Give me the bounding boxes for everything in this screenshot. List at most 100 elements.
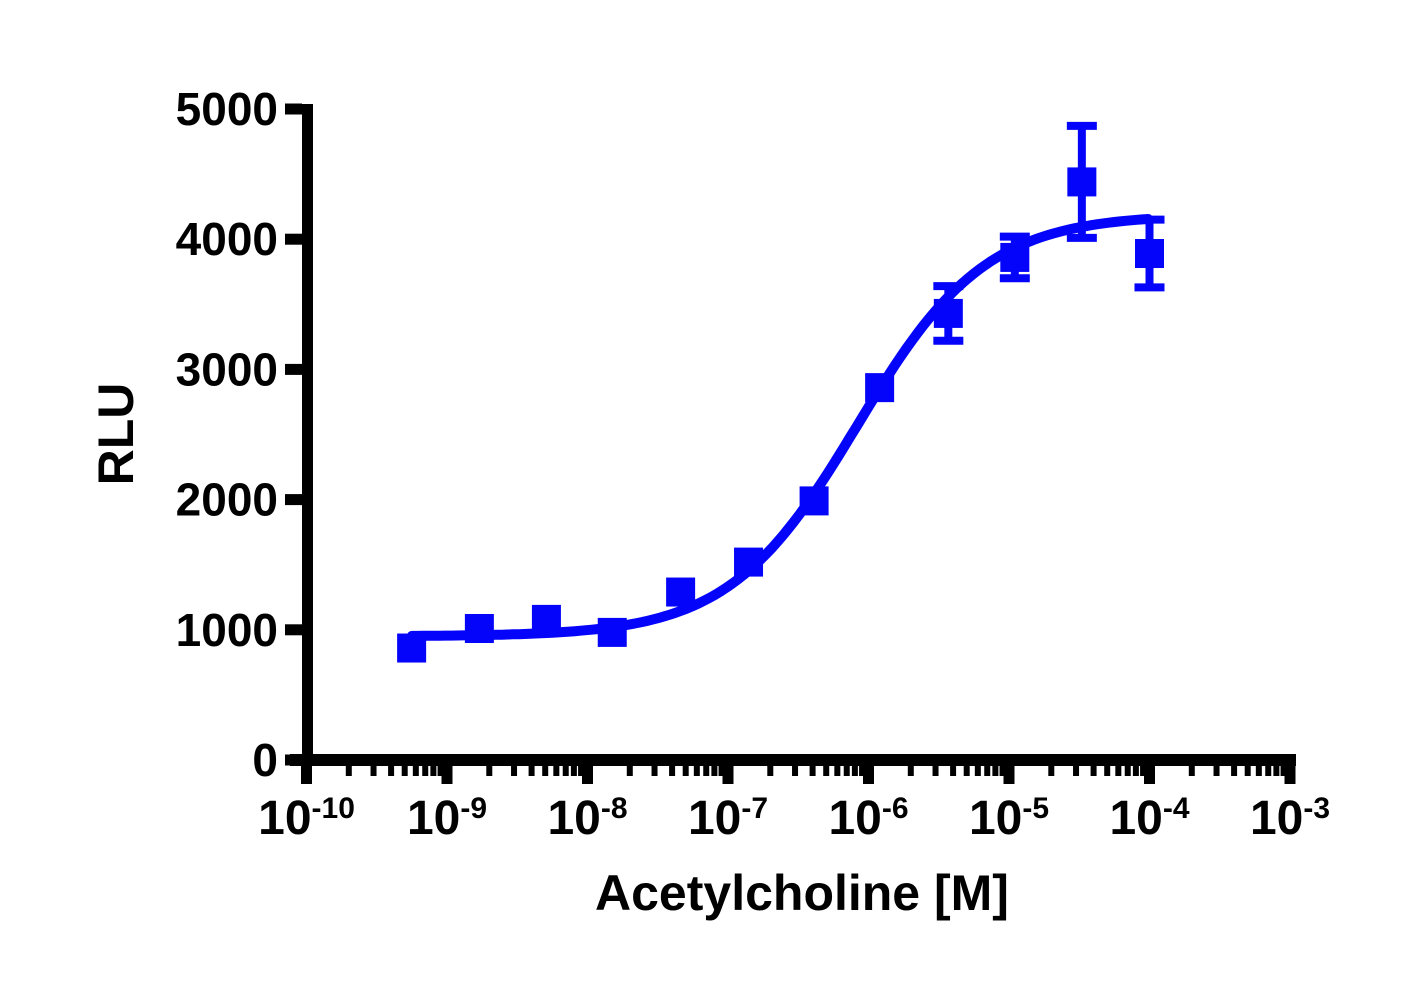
data-point-marker	[597, 617, 627, 647]
x-minor-tick	[651, 766, 658, 776]
data-point-marker	[397, 633, 427, 663]
x-minor-tick	[992, 766, 999, 776]
x-major-tick	[863, 766, 874, 784]
x-minor-tick	[1273, 766, 1280, 776]
x-major-tick	[582, 766, 593, 784]
x-minor-tick	[950, 766, 957, 776]
x-major-tick	[1284, 766, 1296, 784]
x-major-tick	[1003, 766, 1015, 784]
x-minor-tick	[1073, 766, 1080, 776]
x-minor-tick	[562, 766, 569, 776]
plot-area: 0 1000 2000 3000 4000 5000 10-10 10-9 10-8 10-7 10…	[88, 83, 1330, 921]
y-tick-label: 4000	[176, 213, 278, 265]
y-axis-title: RLU	[88, 383, 144, 486]
dose-response-chart: 0 1000 2000 3000 4000 5000 10-10 10-9 10-8 10-7 10…	[40, 16, 1401, 967]
x-minor-tick	[823, 766, 830, 776]
x-major-tick	[441, 766, 453, 784]
x-minor-tick	[974, 766, 981, 776]
x-minor-tick	[984, 766, 991, 776]
x-axis-line	[290, 754, 1296, 766]
x-tick-label: 10-9	[407, 792, 487, 845]
x-minor-tick	[843, 766, 850, 776]
y-major-tick	[285, 103, 302, 115]
y-major-tick	[285, 624, 302, 636]
x-minor-tick	[370, 766, 377, 776]
x-minor-tick	[1265, 766, 1272, 776]
x-tick-label: 10-3	[1250, 792, 1330, 845]
data-point-marker	[1000, 242, 1030, 272]
x-minor-tick	[859, 766, 866, 776]
x-tick-label: 10-10	[258, 792, 355, 845]
y-major-tick	[285, 233, 302, 245]
x-minor-tick	[542, 766, 549, 776]
x-minor-tick	[711, 766, 718, 776]
x-tick-label: 10-6	[828, 792, 908, 845]
plot-generated-content: 0 1000 2000 3000 4000 5000 10-10 10-9 10-8 10-7 10…	[176, 83, 1330, 845]
data-point-marker	[1135, 239, 1164, 269]
x-minor-tick	[682, 766, 689, 776]
x-minor-tick	[412, 766, 419, 776]
x-minor-tick	[718, 766, 725, 776]
x-tick-label: 10-8	[547, 792, 627, 845]
x-minor-tick	[1090, 766, 1097, 776]
y-tick-label: 2000	[176, 474, 278, 526]
y-major-tick	[285, 494, 302, 506]
x-tick-label: 10-4	[1109, 792, 1189, 845]
x-minor-tick	[1140, 766, 1147, 776]
data-point-marker	[734, 547, 764, 577]
x-minor-tick	[578, 766, 585, 776]
x-axis-title: Acetylcholine [M]	[595, 865, 1009, 921]
x-minor-tick	[999, 766, 1006, 776]
data-point-marker	[933, 298, 963, 328]
x-minor-tick	[792, 766, 799, 776]
x-minor-tick	[1132, 766, 1139, 776]
x-minor-tick	[932, 766, 939, 776]
data-point-marker	[666, 577, 696, 607]
x-minor-tick	[422, 766, 429, 776]
data-point-marker	[799, 486, 829, 516]
x-minor-tick	[703, 766, 710, 776]
data-point-marker	[1067, 167, 1097, 197]
x-tick-label: 10-5	[969, 792, 1049, 845]
fit-curve	[406, 214, 1154, 641]
x-minor-tick	[834, 766, 841, 776]
x-minor-tick	[1048, 766, 1055, 776]
x-minor-tick	[486, 766, 493, 776]
x-minor-tick	[1280, 766, 1287, 776]
x-major-tick	[1144, 766, 1155, 784]
x-minor-tick	[528, 766, 535, 776]
x-minor-tick	[1104, 766, 1111, 776]
x-minor-tick	[1255, 766, 1262, 776]
x-minor-tick	[693, 766, 700, 776]
x-minor-tick	[388, 766, 395, 776]
y-major-tick	[285, 754, 302, 766]
x-minor-tick	[963, 766, 970, 776]
y-tick-label: 0	[252, 734, 278, 786]
x-minor-tick	[626, 766, 633, 776]
data-point-marker	[464, 613, 494, 643]
x-minor-tick	[1244, 766, 1251, 776]
x-minor-tick	[767, 766, 774, 776]
x-minor-tick	[669, 766, 676, 776]
x-minor-tick	[1213, 766, 1220, 776]
x-major-tick	[722, 766, 734, 784]
data-point-marker	[531, 604, 561, 634]
x-minor-tick	[553, 766, 560, 776]
x-minor-tick	[345, 766, 352, 776]
y-axis-line	[302, 104, 313, 766]
y-tick-label: 3000	[176, 343, 278, 395]
x-minor-tick	[401, 766, 408, 776]
x-minor-tick	[1124, 766, 1131, 776]
data-point-marker	[865, 373, 895, 403]
x-minor-tick	[430, 766, 437, 776]
y-tick-label: 5000	[176, 83, 278, 135]
x-minor-tick	[809, 766, 816, 776]
y-major-tick	[285, 363, 302, 375]
x-tick-label: 10-7	[688, 792, 768, 845]
x-minor-tick	[851, 766, 858, 776]
x-minor-tick	[1115, 766, 1122, 776]
x-minor-tick	[1231, 766, 1238, 776]
x-minor-tick	[1188, 766, 1195, 776]
x-minor-tick	[437, 766, 444, 776]
x-major-tick	[301, 766, 312, 784]
